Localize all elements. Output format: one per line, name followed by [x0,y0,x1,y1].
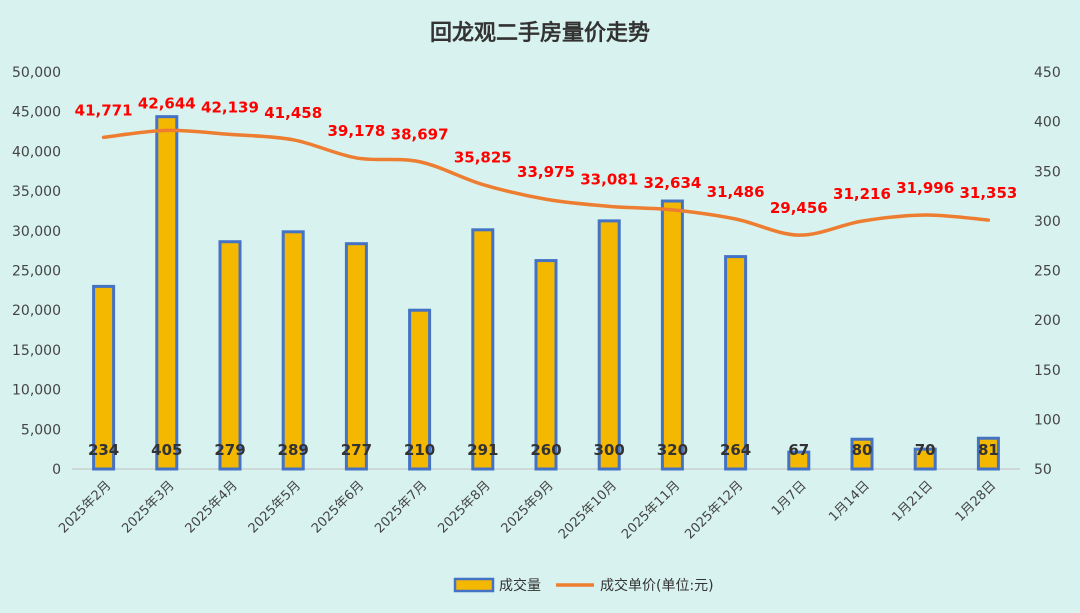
bar [597,219,621,471]
x-tick-label: 2025年11月 [619,478,683,542]
line-value-label: 31,353 [959,184,1017,202]
right-tick-label: 400 [1034,115,1061,131]
bar [850,437,874,471]
bar-value-label: 264 [720,441,751,459]
left-axis: 0 5,000 10,000 15,000 20,000 25,000 30,000 35,0… [12,65,61,478]
bar [660,199,684,471]
bar [534,259,558,471]
right-tick-label: 100 [1034,412,1061,428]
line-value-label: 35,825 [454,149,512,167]
left-tick-label: 5,000 [21,422,61,438]
bar [724,255,748,471]
bar-labels: 234 405 279 289 277 210 291 260 300 320 264 67 80 70 8… [88,441,999,459]
bar-value-label: 405 [151,441,182,459]
line-value-label: 31,216 [833,185,891,203]
x-tick-label: 1月28日 [953,478,1000,525]
x-tick-label: 2025年5月 [246,478,304,536]
legend-swatch-volume [453,577,495,593]
line-value-label: 38,697 [391,126,449,144]
line-value-label: 42,139 [201,98,259,116]
left-tick-label: 25,000 [12,264,61,280]
right-tick-label: 50 [1034,462,1052,478]
x-tick-label: 2025年3月 [119,478,177,536]
line-value-label: 33,975 [517,163,575,181]
x-tick-label: 2025年7月 [372,478,430,536]
right-tick-label: 350 [1034,164,1061,180]
left-tick-label: 0 [52,462,61,478]
bar [218,240,242,471]
bar [913,447,937,471]
line-value-label: 29,456 [770,199,828,217]
left-tick-label: 30,000 [12,224,61,240]
bar [281,230,305,471]
bar [344,242,368,471]
left-tick-label: 40,000 [12,144,61,160]
line-value-label: 39,178 [327,122,385,140]
right-axis: 50 100 150 200 250 300 350 400 450 [1034,65,1061,478]
bar-value-label: 234 [88,441,119,459]
line-series [101,128,991,237]
x-tick-label: 2025年12月 [682,478,746,542]
legend: 成交量 成交单价(单位:元) [453,577,714,594]
bar-value-label: 289 [278,441,309,459]
bar-value-label: 279 [214,441,245,459]
x-tick-label: 2025年2月 [56,478,114,536]
bar-series [92,115,1000,471]
line-value-label: 32,634 [643,174,701,192]
bar-value-label: 81 [978,441,999,459]
right-tick-label: 200 [1034,313,1061,329]
bar-value-label: 70 [915,441,936,459]
x-tick-label: 2025年10月 [556,478,620,542]
left-tick-label: 45,000 [12,105,61,121]
x-tick-label: 1月7日 [769,478,810,519]
right-tick-label: 300 [1034,214,1061,230]
left-tick-label: 15,000 [12,343,61,359]
bar-value-label: 210 [404,441,435,459]
line-value-label: 33,081 [580,170,638,188]
bar-value-label: 67 [788,441,809,459]
bar [408,308,432,471]
bar [787,450,811,471]
bar-value-label: 277 [341,441,372,459]
left-tick-label: 10,000 [12,383,61,399]
right-tick-label: 150 [1034,363,1061,379]
line-value-label: 41,771 [75,101,133,119]
bar [471,228,495,471]
x-tick-label: 2025年4月 [183,478,241,536]
legend-label-price: 成交单价(单位:元) [600,577,714,594]
bar [976,436,1000,471]
bar-value-label: 300 [594,441,625,459]
left-tick-label: 20,000 [12,303,61,319]
left-tick-label: 35,000 [12,184,61,200]
x-tick-label: 1月21日 [889,478,936,525]
right-tick-label: 450 [1034,65,1061,81]
bar-value-label: 320 [657,441,688,459]
right-tick-label: 250 [1034,264,1061,280]
x-axis: 2025年2月 2025年3月 2025年4月 2025年5月 2025年6月 2025年… [56,468,1020,542]
line-value-label: 42,644 [138,94,196,112]
bar [155,115,179,471]
bar-value-label: 80 [852,441,873,459]
x-tick-label: 1月14日 [826,478,873,525]
legend-label-volume: 成交量 [499,577,541,594]
bar-value-label: 291 [467,441,498,459]
line-value-label: 41,458 [264,104,322,122]
price-line [101,128,991,237]
bar [92,284,116,471]
chart-title: 回龙观二手房量价走势 [430,20,650,46]
line-labels: 41,771 42,644 42,139 41,458 39,178 38,697 35,8… [75,94,1018,217]
x-tick-label: 2025年6月 [309,478,367,536]
line-value-label: 31,486 [707,183,765,201]
bar-value-label: 260 [530,441,561,459]
line-value-label: 31,996 [896,179,954,197]
x-tick-label: 2025年9月 [499,478,557,536]
x-tick-label: 2025年8月 [435,478,493,536]
left-tick-label: 50,000 [12,65,61,81]
